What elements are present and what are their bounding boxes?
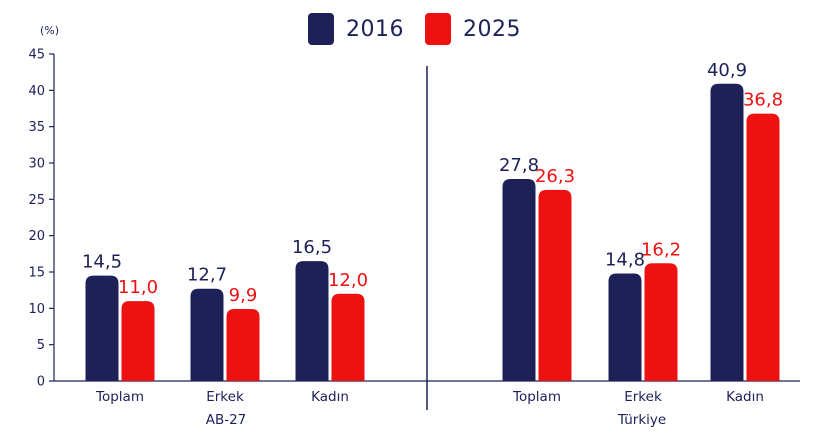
data-label-2025: 9,9 (229, 285, 258, 306)
group-label: AB-27 (206, 412, 247, 428)
bar-türkiye-2016-1 (608, 273, 642, 381)
category-label: Erkek (624, 389, 662, 405)
category-label: Toplam (512, 389, 561, 405)
y-tick-label: 30 (28, 157, 45, 172)
data-label-2016: 40,9 (707, 60, 747, 81)
bar-ab-27-2016-1 (190, 288, 224, 381)
category-label: Erkek (206, 389, 244, 405)
bar-ab-27-2025-1 (226, 309, 260, 381)
legend-item-2025: 2025 (425, 12, 521, 46)
data-label-2025: 11,0 (118, 277, 158, 298)
data-label-2025: 16,2 (641, 239, 681, 260)
category-label: Kadın (726, 389, 764, 405)
group-label: Türkiye (617, 412, 666, 428)
legend: 2016 2025 (0, 12, 820, 46)
bar-ab-27-2025-0 (121, 301, 155, 381)
y-tick-label: 10 (28, 302, 45, 317)
y-tick-label: 15 (28, 266, 45, 281)
data-label-2016: 14,5 (82, 252, 122, 273)
bar-ab-27-2025-2 (331, 293, 365, 381)
legend-item-2016: 2016 (308, 12, 404, 46)
y-tick-label: 20 (28, 229, 45, 244)
data-label-2016: 14,8 (605, 249, 645, 270)
category-label: Kadın (311, 389, 349, 405)
y-tick-label: 0 (37, 375, 45, 390)
bar-türkiye-2025-0 (538, 189, 572, 381)
legend-label-2025: 2025 (463, 16, 521, 42)
bar-ab-27-2016-0 (85, 275, 119, 381)
y-tick-label: 40 (28, 84, 45, 99)
legend-label-2016: 2016 (346, 16, 404, 42)
y-tick-label: 25 (28, 193, 45, 208)
bar-türkiye-2016-2 (710, 83, 744, 381)
y-tick-label: 5 (37, 338, 45, 353)
data-label-2016: 27,8 (499, 155, 539, 176)
bar-türkiye-2025-2 (746, 113, 780, 381)
data-label-2025: 36,8 (743, 90, 783, 111)
y-tick-label: 45 (28, 48, 45, 63)
bar-türkiye-2025-1 (644, 263, 678, 381)
data-label-2025: 12,0 (328, 270, 368, 291)
bar-türkiye-2016-0 (502, 178, 536, 381)
data-label-2025: 26,3 (535, 166, 575, 187)
bar-ab-27-2016-2 (295, 261, 329, 381)
legend-swatch-2025 (425, 13, 451, 45)
y-tick-label: 35 (28, 120, 45, 135)
data-label-2016: 16,5 (292, 237, 332, 258)
data-label-2016: 12,7 (187, 265, 227, 286)
category-label: Toplam (95, 389, 144, 405)
legend-swatch-2016 (308, 13, 334, 45)
y-axis-unit-label: (%) (40, 24, 59, 37)
